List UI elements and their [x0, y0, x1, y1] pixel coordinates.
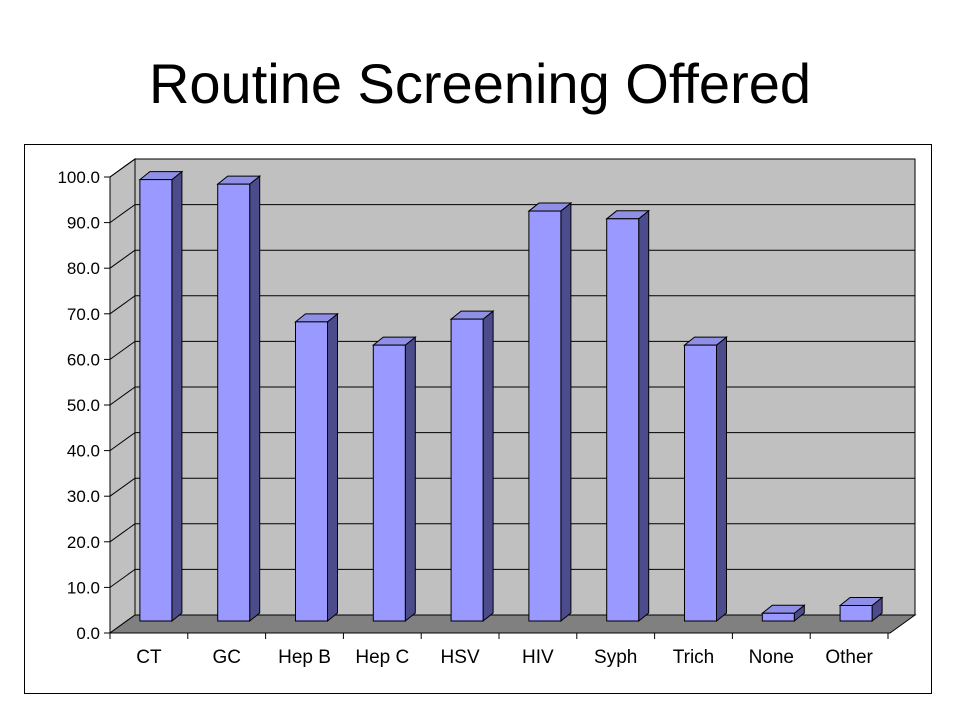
bar-chart: 0.0 10.0 20.0 30.0 40.0 50.0 60.0 70.0 80.0 90.0 1…	[57, 158, 917, 668]
slide-title: Routine Screening Offered	[148, 52, 812, 115]
gridline-diagonal	[109, 295, 136, 315]
bar-front	[839, 604, 873, 622]
y-axis-tick-labels: 0.0 10.0 20.0 30.0 40.0 50.0 60.0 70.0 80.0 90.0 1…	[57, 168, 100, 643]
bar-side	[716, 336, 727, 623]
gridline-diagonal	[109, 432, 136, 452]
x-category-label: HIV	[522, 647, 554, 668]
y-tick-label: 30.0	[67, 487, 100, 506]
x-category-label: None	[749, 647, 794, 668]
bar-side	[249, 175, 261, 623]
x-category-label: HSV	[441, 647, 480, 668]
bar-side	[171, 170, 183, 623]
y-tick-label: 40.0	[67, 442, 100, 461]
gridlines	[109, 158, 915, 588]
bar-hep-c	[371, 336, 417, 623]
bar-front	[684, 344, 717, 622]
gridline-diagonal	[109, 386, 136, 406]
bar-side	[327, 312, 338, 623]
y-tick-label: 60.0	[67, 350, 100, 369]
x-category-label: Hep B	[278, 647, 331, 668]
gridline-diagonal	[109, 249, 136, 269]
y-tick-label: 20.0	[67, 533, 100, 552]
x-category-label: CT	[136, 647, 162, 668]
gridline-diagonal	[109, 523, 136, 543]
y-tick-label: 100.0	[57, 168, 100, 187]
y-tick-label: 70.0	[67, 305, 100, 324]
bar-front	[217, 183, 251, 622]
x-axis-category-labels: CT GC Hep B Hep C HSV HIV Syph Trich None Other	[136, 647, 873, 668]
bar-ct	[138, 170, 184, 623]
bar-hsv	[449, 310, 495, 623]
bar-hiv	[527, 202, 573, 623]
bar-front	[372, 344, 406, 622]
bar-front	[606, 218, 640, 622]
bar-trich	[683, 336, 728, 623]
gridline-diagonal	[109, 158, 136, 178]
bar-syph	[605, 209, 651, 623]
bar-hep-b	[294, 312, 339, 623]
x-category-label: Trich	[673, 647, 715, 668]
y-tick-label: 90.0	[67, 214, 100, 233]
bar-side	[638, 209, 650, 623]
x-category-label: Syph	[594, 647, 637, 668]
bar-side	[560, 202, 572, 623]
x-category-label: Other	[825, 647, 873, 668]
bar-none	[760, 604, 806, 623]
y-tick-label: 50.0	[67, 396, 100, 415]
bar-other	[838, 596, 884, 623]
bar-front	[295, 321, 328, 622]
y-tick-label: 80.0	[67, 259, 100, 278]
bar-side	[404, 336, 416, 623]
bar-front	[139, 179, 173, 622]
x-category-label: GC	[212, 647, 241, 668]
bars	[138, 170, 884, 623]
gridline-diagonal	[109, 204, 136, 224]
gridline-diagonal	[109, 568, 136, 588]
bar-side	[482, 310, 494, 623]
chart-area: 0.0 10.0 20.0 30.0 40.0 50.0 60.0 70.0 80.0 90.0 1…	[24, 144, 932, 694]
y-tick-label: 10.0	[67, 578, 100, 597]
bar-front	[450, 318, 484, 622]
bar-front	[761, 612, 795, 622]
x-category-label: Hep C	[355, 647, 409, 668]
axes	[104, 176, 889, 639]
bar-gc	[216, 175, 262, 623]
bar-front	[528, 210, 562, 622]
gridline-diagonal	[109, 477, 136, 497]
y-tick-label: 0.0	[76, 624, 100, 643]
gridline-diagonal	[109, 340, 136, 360]
